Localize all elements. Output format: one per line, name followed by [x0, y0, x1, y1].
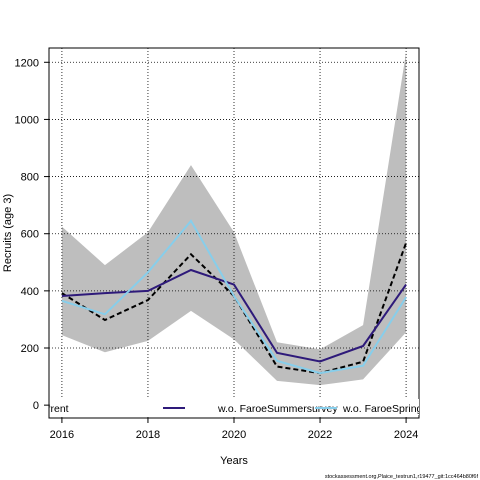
y-tick-label: 800: [21, 172, 39, 184]
legend: rrent w.o. FaroeSummersurvey w.o. FaroeSpr…: [47, 399, 423, 415]
x-tick-label: 2018: [136, 429, 160, 441]
caption-text: stockassessment.org,Plaice_testrun1,r194…: [325, 474, 479, 480]
y-tick-label: 200: [21, 343, 39, 355]
series-line: [61, 268, 407, 363]
y-tick-label: 1000: [15, 114, 39, 126]
series-line: [61, 219, 407, 375]
y-tick-label: 400: [21, 286, 39, 298]
y-tick-label: 0: [33, 400, 39, 412]
x-tick-label: 2016: [50, 429, 74, 441]
legend-label: w.o. FaroeSummersurvey: [217, 403, 338, 415]
x-tick-label: 2024: [394, 429, 418, 441]
confidence-band: [61, 52, 407, 386]
x-axis-title: Years: [220, 455, 248, 467]
legend-bg: [50, 399, 170, 415]
legend-bg: [150, 399, 419, 415]
x-tick-label: 2022: [308, 429, 332, 441]
x-tick-label: 2020: [222, 429, 246, 441]
y-tick-label: 600: [21, 229, 39, 241]
legend-label: w.o. FaroeSpring: [342, 403, 423, 415]
legend-label: rrent: [47, 403, 69, 415]
y-tick-label: 1200: [15, 57, 39, 69]
y-axis-title: Recruits (age 3): [2, 194, 14, 272]
